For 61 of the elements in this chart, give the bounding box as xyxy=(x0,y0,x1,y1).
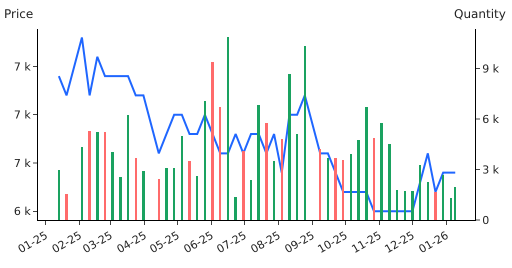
bar xyxy=(334,158,337,220)
y2-tick-label: 0 xyxy=(482,214,490,227)
bar xyxy=(419,165,421,220)
bar xyxy=(373,138,375,220)
bar xyxy=(111,152,114,220)
y2-tick-label: 3 k xyxy=(482,163,500,176)
bar xyxy=(104,132,106,220)
bar xyxy=(288,74,291,220)
bar xyxy=(211,62,214,220)
bar xyxy=(257,105,260,220)
bar xyxy=(227,37,229,220)
y2-tick-label: 6 k xyxy=(482,112,500,126)
bar xyxy=(81,147,83,220)
bar xyxy=(454,187,456,220)
bar xyxy=(327,158,329,220)
bar xyxy=(281,139,283,220)
y-tick-label: 6 k xyxy=(14,205,32,218)
bar xyxy=(135,158,137,220)
bar xyxy=(273,161,275,220)
bar xyxy=(65,194,68,220)
bar xyxy=(96,132,99,220)
bar xyxy=(304,46,306,220)
y2-tick-label: 9 k xyxy=(482,62,500,76)
bar xyxy=(434,192,437,220)
bar xyxy=(411,191,414,220)
bar xyxy=(88,131,91,220)
bar xyxy=(265,123,268,220)
y-tick-label: 7 k xyxy=(14,108,32,122)
bar xyxy=(165,168,168,220)
bar xyxy=(188,161,191,220)
line-series xyxy=(58,36,456,212)
bar xyxy=(450,198,452,220)
bar xyxy=(142,171,145,220)
bar xyxy=(204,101,206,220)
bar xyxy=(196,176,198,220)
bar xyxy=(158,179,160,220)
bar xyxy=(127,115,129,220)
bar xyxy=(388,144,391,220)
bar xyxy=(350,154,352,220)
bar xyxy=(342,160,344,220)
bar xyxy=(296,134,298,220)
bar xyxy=(219,107,221,220)
bar xyxy=(119,177,122,220)
bar xyxy=(404,191,406,220)
bar xyxy=(234,197,237,220)
bar xyxy=(319,149,321,220)
y-axis-title: Price xyxy=(4,7,34,21)
y2-axis-title: Quantity xyxy=(454,7,506,21)
bar xyxy=(242,151,245,220)
bar xyxy=(380,123,383,220)
bar xyxy=(357,140,360,220)
bar xyxy=(427,182,429,220)
bar xyxy=(365,107,368,220)
bar xyxy=(181,136,183,220)
bar xyxy=(58,170,60,220)
bar xyxy=(173,168,175,220)
y-tick-label: 7 k xyxy=(14,60,32,74)
y-tick-label: 7 k xyxy=(14,156,32,170)
bar xyxy=(442,175,444,220)
bar xyxy=(396,190,398,220)
bar xyxy=(250,180,252,220)
